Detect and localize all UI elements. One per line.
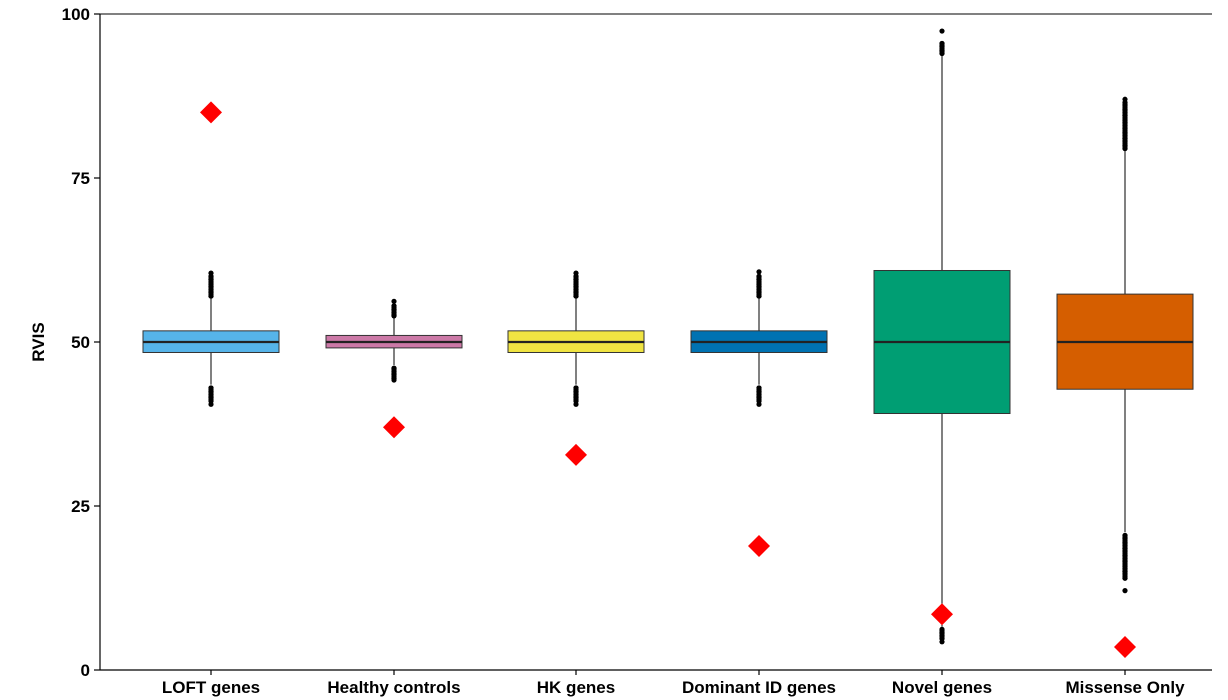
- outlier-point: [208, 273, 214, 279]
- y-tick-label: 0: [81, 661, 90, 680]
- outlier-point: [756, 273, 762, 279]
- outlier-point: [391, 298, 397, 304]
- box-group: [690, 269, 828, 407]
- x-axis-labels: LOFT genes Healthy controls HK genes Domina…: [162, 670, 1185, 697]
- box-group: [1056, 96, 1194, 594]
- x-category-label: LOFT genes: [162, 678, 260, 697]
- outlier-point: [939, 28, 945, 34]
- box-group: [507, 270, 645, 407]
- x-category-label: Novel genes: [892, 678, 992, 697]
- box-group: [325, 298, 463, 383]
- x-category-label: Healthy controls: [327, 678, 460, 697]
- x-category-label: Dominant ID genes: [682, 678, 836, 697]
- y-tick-label: 100: [62, 5, 90, 24]
- x-category-label: Missense Only: [1065, 678, 1185, 697]
- outlier-point: [391, 303, 397, 309]
- y-tick-label: 75: [71, 169, 90, 188]
- x-category-label: HK genes: [537, 678, 615, 697]
- highlight-marker: [200, 101, 222, 124]
- box-group: [142, 270, 280, 407]
- y-tick-label: 50: [71, 333, 90, 352]
- highlight-marker: [383, 416, 405, 439]
- outlier-point: [573, 385, 579, 391]
- outlier-point: [208, 385, 214, 391]
- highlight-marker: [931, 603, 953, 626]
- outlier-point: [939, 40, 945, 47]
- highlight-marker: [748, 535, 770, 558]
- outlier-point: [1122, 532, 1128, 539]
- box-group: [873, 28, 1011, 645]
- outlier-point: [573, 273, 579, 279]
- y-axis-ticks: 0 25 50 75 100: [62, 5, 100, 680]
- outlier-point: [756, 385, 762, 391]
- outlier-point: [756, 269, 762, 275]
- y-tick-label: 25: [71, 497, 90, 516]
- outlier-point: [391, 365, 397, 371]
- highlight-marker: [1114, 636, 1136, 659]
- outlier-point: [1122, 99, 1128, 106]
- outlier-point: [939, 627, 945, 633]
- highlight-marker: [565, 443, 587, 466]
- plot-area: [142, 28, 1194, 659]
- outlier-point: [1122, 588, 1128, 594]
- y-axis-title: RVIS: [29, 322, 48, 361]
